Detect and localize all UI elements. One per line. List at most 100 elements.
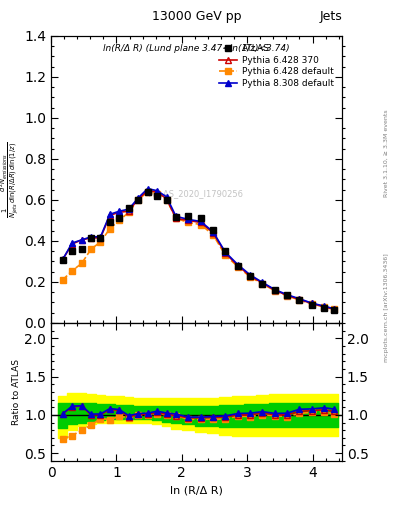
Text: mcplots.cern.ch [arXiv:1306.3436]: mcplots.cern.ch [arXiv:1306.3436]: [384, 253, 389, 361]
X-axis label: ln (R/Δ R): ln (R/Δ R): [170, 485, 223, 495]
Pythia 8.308 default: [186, 217, 191, 223]
Pythia 6.428 370: [98, 235, 103, 241]
Pythia 6.428 default: [155, 190, 160, 197]
Pythia 8.308 default: [174, 214, 178, 220]
ATLAS: [136, 197, 141, 203]
ATLAS: [70, 248, 75, 254]
Pythia 6.428 default: [117, 218, 122, 224]
Y-axis label: Ratio to ATLAS: Ratio to ATLAS: [13, 359, 22, 425]
Pythia 6.428 default: [309, 301, 314, 307]
Pythia 8.308 default: [70, 240, 75, 246]
ATLAS: [79, 246, 84, 252]
Pythia 8.308 default: [272, 287, 277, 293]
Pythia 8.308 default: [223, 249, 228, 255]
ATLAS: [285, 292, 289, 298]
Pythia 6.428 370: [164, 196, 169, 202]
Pythia 8.308 default: [61, 257, 65, 263]
Pythia 6.428 370: [108, 212, 112, 219]
Pythia 6.428 default: [297, 297, 302, 303]
Pythia 6.428 370: [61, 257, 65, 263]
Pythia 8.308 default: [98, 234, 103, 240]
Text: Rivet 3.1.10, ≥ 3.3M events: Rivet 3.1.10, ≥ 3.3M events: [384, 110, 389, 198]
Pythia 6.428 370: [145, 187, 150, 194]
Pythia 6.428 370: [70, 241, 75, 247]
Pythia 6.428 default: [174, 216, 178, 222]
Pythia 6.428 default: [248, 274, 252, 280]
Pythia 6.428 370: [174, 216, 178, 222]
Pythia 6.428 370: [89, 235, 94, 241]
Pythia 6.428 default: [79, 261, 84, 267]
Pythia 6.428 default: [322, 304, 327, 310]
Pythia 6.428 370: [211, 230, 215, 236]
Pythia 8.308 default: [108, 211, 112, 218]
Pythia 8.308 default: [235, 262, 240, 268]
ATLAS: [61, 258, 65, 264]
Pythia 8.308 default: [198, 219, 203, 225]
Text: ln(R/Δ R) (Lund plane 3.47<ln(1/z)<3.74): ln(R/Δ R) (Lund plane 3.47<ln(1/z)<3.74): [103, 45, 290, 53]
Line: Pythia 8.308 default: Pythia 8.308 default: [60, 186, 336, 311]
Pythia 8.308 default: [117, 208, 122, 214]
Pythia 8.308 default: [331, 306, 336, 312]
Pythia 8.308 default: [260, 279, 265, 285]
Pythia 6.428 370: [285, 292, 289, 298]
ATLAS: [174, 215, 178, 221]
Pythia 8.308 default: [127, 206, 131, 212]
Pythia 6.428 370: [309, 301, 314, 307]
ATLAS: [127, 205, 131, 211]
Pythia 6.428 370: [223, 250, 228, 257]
Pythia 6.428 370: [117, 209, 122, 215]
Pythia 8.308 default: [89, 234, 94, 240]
Line: Pythia 6.428 370: Pythia 6.428 370: [60, 188, 336, 312]
ATLAS: [297, 297, 302, 304]
Pythia 6.428 default: [260, 281, 265, 287]
Pythia 6.428 370: [235, 263, 240, 269]
Pythia 8.308 default: [136, 195, 141, 201]
ATLAS: [248, 273, 252, 279]
Pythia 6.428 default: [164, 197, 169, 203]
Line: ATLAS: ATLAS: [60, 189, 336, 312]
Pythia 6.428 default: [127, 209, 131, 215]
Pythia 8.308 default: [309, 300, 314, 306]
Pythia 6.428 default: [61, 277, 65, 283]
Pythia 6.428 default: [285, 293, 289, 299]
Pythia 6.428 default: [223, 252, 228, 259]
Pythia 6.428 default: [108, 226, 112, 232]
Y-axis label: $\frac{1}{N_{jets}}\frac{d^2 N_{emissions}}{d\ln(R/\Delta R)\,d\ln(1/z)}$: $\frac{1}{N_{jets}}\frac{d^2 N_{emission…: [0, 141, 22, 218]
Pythia 6.428 370: [79, 237, 84, 243]
Pythia 6.428 default: [186, 220, 191, 226]
Text: ATLAS_2020_I1790256: ATLAS_2020_I1790256: [149, 189, 244, 198]
ATLAS: [155, 193, 160, 199]
Pythia 6.428 default: [98, 239, 103, 245]
Pythia 8.308 default: [211, 229, 215, 235]
Pythia 8.308 default: [285, 292, 289, 298]
ATLAS: [272, 287, 277, 293]
Pythia 6.428 370: [198, 220, 203, 226]
Pythia 6.428 370: [331, 306, 336, 312]
Pythia 8.308 default: [322, 303, 327, 309]
ATLAS: [198, 216, 203, 222]
Pythia 6.428 370: [248, 273, 252, 279]
ATLAS: [117, 216, 122, 222]
ATLAS: [235, 263, 240, 269]
Pythia 6.428 370: [272, 287, 277, 293]
Pythia 8.308 default: [297, 296, 302, 302]
ATLAS: [211, 227, 215, 233]
Pythia 6.428 default: [235, 264, 240, 270]
ATLAS: [309, 302, 314, 308]
Pythia 6.428 default: [89, 246, 94, 252]
Pythia 6.428 default: [198, 222, 203, 228]
ATLAS: [186, 214, 191, 220]
ATLAS: [260, 281, 265, 287]
Pythia 6.428 default: [136, 197, 141, 203]
ATLAS: [98, 235, 103, 241]
Pythia 8.308 default: [145, 185, 150, 191]
ATLAS: [145, 188, 150, 195]
ATLAS: [322, 305, 327, 311]
Line: Pythia 6.428 default: Pythia 6.428 default: [60, 189, 336, 312]
Text: 13000 GeV pp: 13000 GeV pp: [152, 10, 241, 23]
Pythia 6.428 370: [322, 304, 327, 310]
Pythia 8.308 default: [79, 237, 84, 243]
Pythia 6.428 370: [127, 208, 131, 214]
Pythia 6.428 370: [155, 188, 160, 195]
Pythia 6.428 default: [272, 288, 277, 294]
